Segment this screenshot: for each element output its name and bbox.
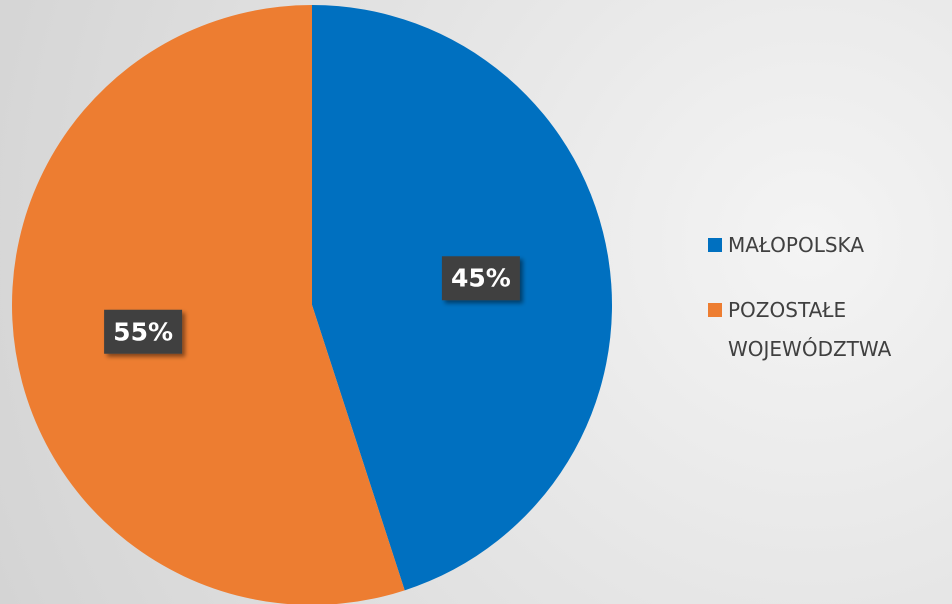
data-label: 55%	[113, 317, 173, 346]
legend-swatch	[708, 238, 722, 252]
legend: MAŁOPOLSKA POZOSTAŁE WOJEWÓDZTWA	[708, 226, 948, 395]
data-label: 45%	[451, 264, 511, 293]
data-label-box	[104, 309, 183, 354]
legend-item: MAŁOPOLSKA	[708, 226, 948, 265]
legend-label: MAŁOPOLSKA	[728, 233, 865, 257]
pie-slice	[12, 5, 405, 604]
legend-swatch	[708, 303, 722, 317]
legend-item: POZOSTAŁE WOJEWÓDZTWA	[708, 291, 948, 369]
data-label-box	[441, 256, 520, 301]
legend-label: POZOSTAŁE WOJEWÓDZTWA	[728, 298, 892, 361]
